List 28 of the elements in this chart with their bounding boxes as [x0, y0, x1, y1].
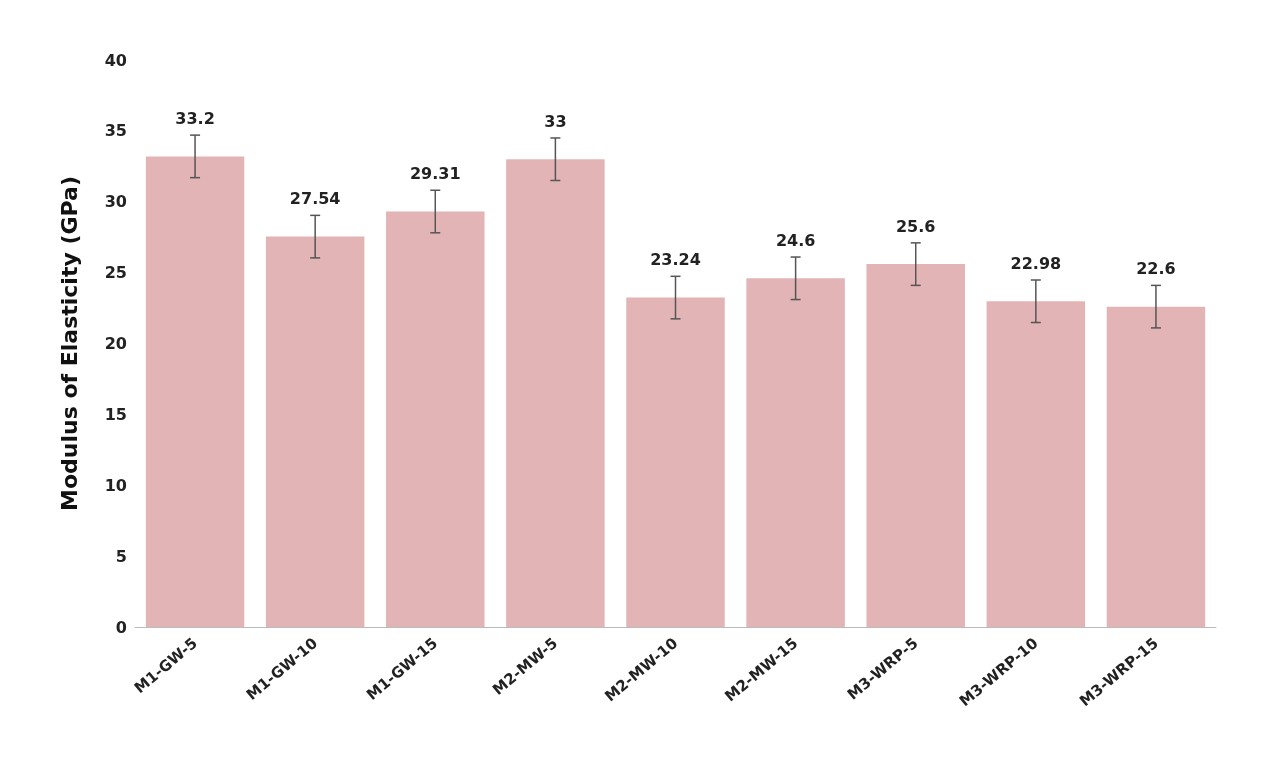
data-label: 29.31 — [409, 164, 461, 184]
y-axis-title: Modulus of Elasticity (GPa) — [56, 176, 82, 511]
data-label: 25.6 — [895, 216, 936, 236]
bar — [145, 156, 245, 627]
y-tick-label: 40 — [104, 50, 127, 70]
data-label: 23.24 — [650, 250, 701, 270]
data-label: 33 — [544, 111, 567, 131]
bar — [626, 297, 725, 627]
y-tick-label: 0 — [115, 617, 127, 637]
data-label: 22.6 — [1136, 259, 1176, 279]
bar — [506, 159, 605, 627]
bar — [866, 264, 965, 627]
bar — [386, 211, 485, 627]
data-label: 33.2 — [175, 108, 215, 128]
y-tick-label: 35 — [104, 121, 127, 141]
data-label: 22.98 — [1010, 253, 1062, 273]
bar — [265, 236, 365, 627]
y-tick-label: 25 — [104, 263, 127, 283]
data-label: 27.54 — [289, 189, 341, 209]
bar — [1106, 306, 1206, 627]
y-tick-label: 5 — [115, 546, 127, 566]
bar — [986, 301, 1086, 627]
y-tick-label: 10 — [104, 475, 127, 495]
y-tick-label: 15 — [104, 404, 127, 424]
y-tick-label: 30 — [104, 192, 127, 212]
y-tick-label: 20 — [104, 334, 127, 353]
bar — [746, 278, 845, 627]
data-label: 24.6 — [775, 230, 816, 250]
